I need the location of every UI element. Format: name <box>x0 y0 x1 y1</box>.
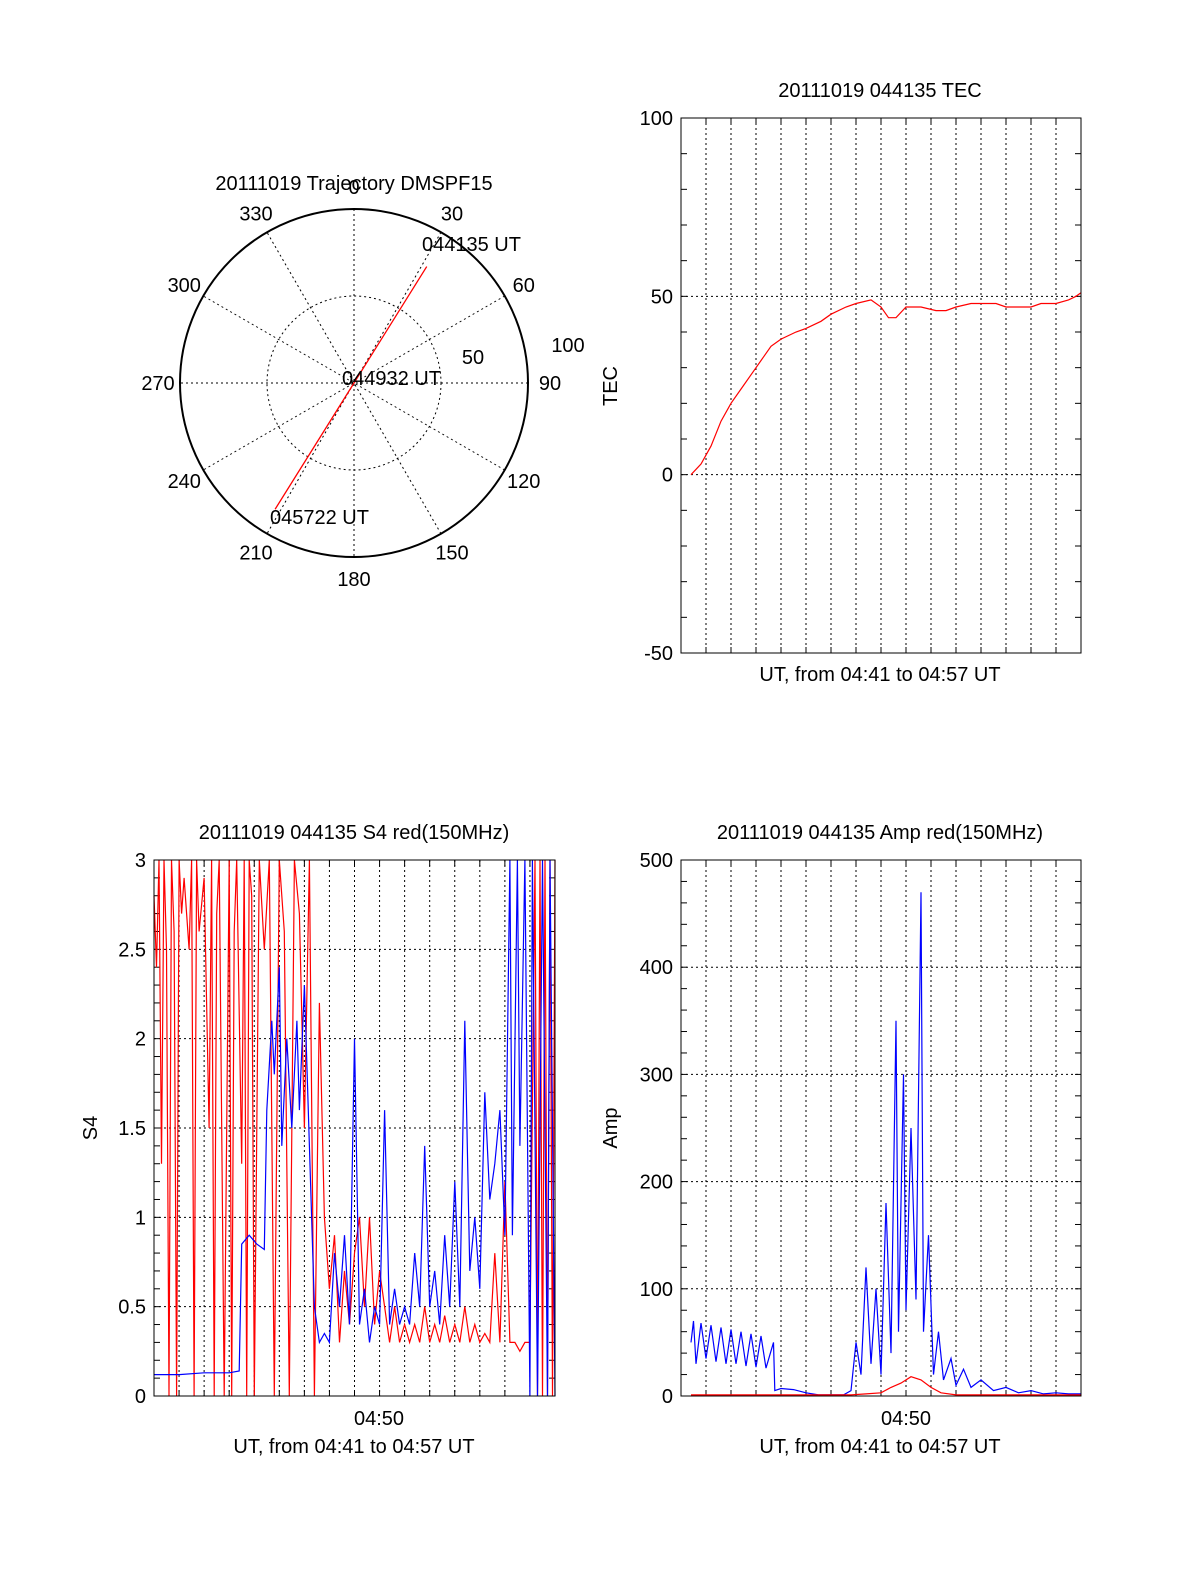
series-line-1 <box>690 892 1081 1396</box>
y-tick-label: 1.5 <box>118 1118 146 1140</box>
y-tick-label: 200 <box>640 1172 673 1194</box>
chart-title: 20111019 Trajectory DMSPF15 <box>215 173 492 195</box>
series-line-2 <box>691 1376 1081 1396</box>
angle-label: 210 <box>239 543 272 565</box>
y-tick-label: 500 <box>640 850 673 872</box>
y-tick-label: 1 <box>135 1207 146 1229</box>
y-tick-label: 400 <box>640 957 673 979</box>
amp-series <box>690 892 1081 1396</box>
polar-trajectory-chart: 20111019 Trajectory DMSPF15 0 30 60 90 120 15… <box>141 173 584 591</box>
polar-spoke <box>266 232 442 534</box>
angle-label: 270 <box>141 373 174 395</box>
series-line-2 <box>154 859 556 1397</box>
y-tick-label: 2 <box>135 1029 146 1051</box>
y-tick-label: 0 <box>135 1386 146 1408</box>
amp-chart: 20111019 044135 Amp red(150MHz) 0 100 200 3… <box>600 822 1082 1458</box>
s4-frame <box>153 859 556 1397</box>
tec-frame <box>680 117 1082 654</box>
y-tick-label: 0 <box>662 1386 673 1408</box>
trajectory-series <box>274 266 428 510</box>
y-axis-label: Amp <box>600 1107 622 1148</box>
trajectory-line <box>274 266 428 510</box>
tec-series <box>690 292 1082 476</box>
angle-label: 120 <box>507 471 540 493</box>
angle-label: 180 <box>337 569 370 591</box>
tec-grid <box>681 117 1081 654</box>
trajectory-end-label: 045722 UT <box>270 507 369 529</box>
polar-spoke <box>266 232 442 534</box>
x-axis-label: UT, from 04:41 to 04:57 UT <box>759 1436 1000 1458</box>
polar-outer-ring <box>179 208 529 558</box>
amp-grid <box>681 859 1081 1397</box>
trajectory-mid-label: 044932 UT <box>342 368 441 390</box>
x-axis-label: UT, from 04:41 to 04:57 UT <box>759 664 1000 686</box>
angle-label: 300 <box>168 275 201 297</box>
y-tick-label: 100 <box>640 1279 673 1301</box>
s4-series <box>153 859 556 1397</box>
chart-title: 20111019 044135 Amp red(150MHz) <box>717 822 1043 844</box>
series-line-1 <box>690 292 1082 476</box>
angle-label: 240 <box>168 471 201 493</box>
y-tick-label: 0 <box>662 465 673 487</box>
x-axis-label: UT, from 04:41 to 04:57 UT <box>233 1436 474 1458</box>
s4-chart: 20111019 044135 S4 red(150MHz) 0 0.5 1 1.5 2… <box>80 822 556 1458</box>
angle-label: 90 <box>539 373 561 395</box>
y-tick-label: 0.5 <box>118 1297 146 1319</box>
y-tick-label: 50 <box>651 286 673 308</box>
y-tick-label: -50 <box>644 643 673 665</box>
polar-inner-ring <box>266 295 442 471</box>
angle-labels: 0 30 60 90 120 150 180 210 240 270 300 330 <box>141 177 561 591</box>
chart-title: 20111019 044135 TEC <box>778 80 982 102</box>
tec-chart: 20111019 044135 TEC -50 0 50 100 TEC UT, fr… <box>600 80 1082 686</box>
radius-label-100: 100 <box>551 335 584 357</box>
chart-title: 20111019 044135 S4 red(150MHz) <box>199 822 510 844</box>
angle-label: 330 <box>239 203 272 225</box>
y-tick-label: 100 <box>640 108 673 130</box>
trajectory-start-label: 044135 UT <box>422 234 521 256</box>
series-line-1 <box>153 859 556 1397</box>
x-tick-label: 04:50 <box>354 1408 404 1430</box>
y-tick-label: 300 <box>640 1064 673 1086</box>
angle-label: 0 <box>348 177 359 199</box>
y-tick-label: 2.5 <box>118 939 146 961</box>
angle-label: 150 <box>435 543 468 565</box>
x-tick-label: 04:50 <box>881 1408 931 1430</box>
angle-label: 30 <box>441 203 463 225</box>
y-tick-label: 3 <box>135 850 146 872</box>
amp-frame <box>680 859 1082 1397</box>
y-axis-label: S4 <box>80 1116 102 1140</box>
y-axis-label: TEC <box>600 366 622 406</box>
polar-grid <box>180 209 528 557</box>
y-tick-labels: -50 0 50 100 <box>640 108 673 665</box>
y-tick-labels: 0 0.5 1 1.5 2 2.5 3 <box>118 850 146 1408</box>
angle-label: 60 <box>513 275 535 297</box>
radius-label-50: 50 <box>462 347 484 369</box>
y-tick-labels: 0 100 200 300 400 500 <box>640 850 673 1408</box>
